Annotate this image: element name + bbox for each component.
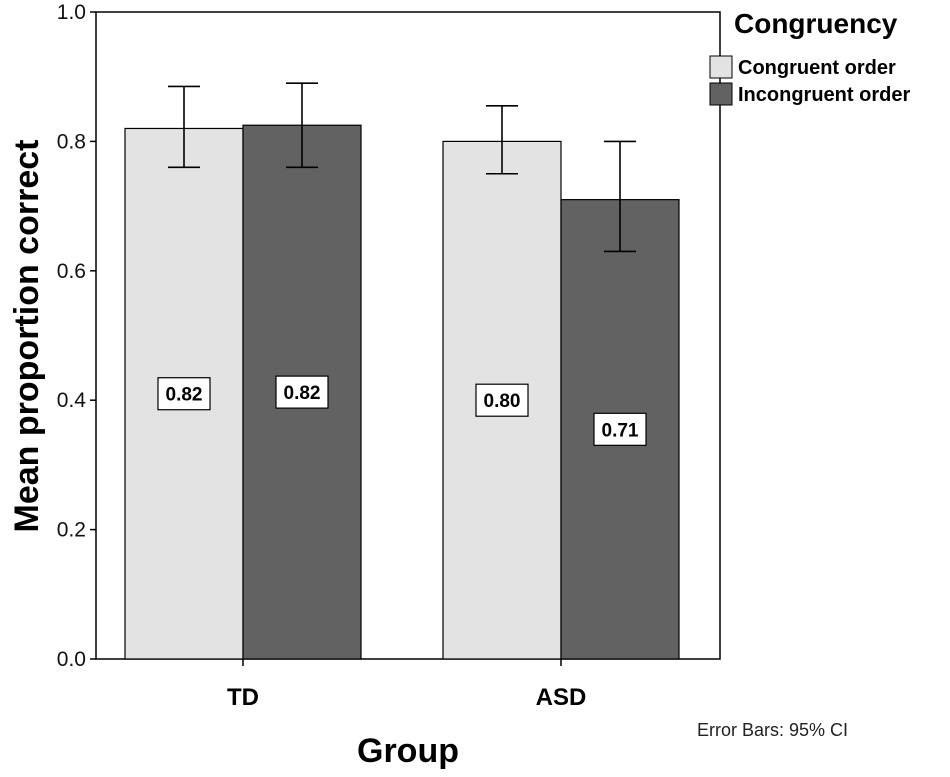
y-tick-label: 0.4 [57, 389, 87, 412]
svg-text:0.82: 0.82 [284, 383, 321, 404]
x-tick-label-asd: ASD [536, 684, 587, 711]
y-tick-label: 0.8 [57, 130, 86, 153]
legend-swatch-congruent [709, 55, 733, 79]
legend-swatch-incongruent [709, 82, 733, 106]
data-label: 0.71 [593, 412, 647, 446]
error-bars-note: Error Bars: 95% CI [697, 720, 848, 740]
error-bar [286, 82, 318, 169]
data-labels-group: 0.82 0.80 0.82 0.71 [157, 375, 647, 446]
svg-text:0.80: 0.80 [484, 391, 521, 412]
error-bars-group [168, 82, 636, 253]
x-axis-title: Group [357, 732, 459, 770]
y-tick-label: 0.0 [57, 648, 86, 671]
y-tick-label: 0.6 [57, 260, 86, 283]
legend-label-congruent: Congruent order [738, 57, 896, 79]
data-label: 0.82 [157, 377, 211, 411]
y-axis: 0.0 0.2 0.4 0.6 0.8 1.0 [57, 1, 562, 671]
x-tick-label-td: TD [227, 684, 259, 711]
legend: Congruency Congruent order Incongruent o… [709, 8, 910, 106]
y-axis-title: Mean proportion correct [8, 140, 46, 533]
data-label: 0.82 [275, 375, 329, 409]
legend-label-incongruent: Incongruent order [738, 84, 910, 106]
svg-text:0.71: 0.71 [602, 420, 639, 441]
error-bar [168, 85, 200, 169]
error-bar [486, 105, 518, 175]
legend-title: Congruency [734, 8, 898, 39]
y-tick-label: 0.2 [57, 519, 86, 542]
error-bar [604, 140, 636, 253]
svg-text:0.82: 0.82 [166, 385, 203, 406]
y-tick-label: 1.0 [57, 1, 86, 24]
data-label: 0.80 [475, 383, 529, 417]
